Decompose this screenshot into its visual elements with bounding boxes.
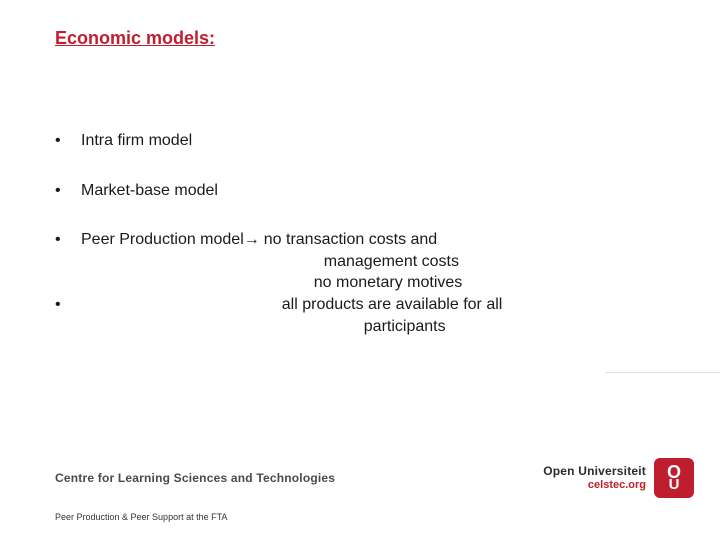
bullet-text: Intra firm model: [81, 130, 660, 152]
slide-title: Economic models:: [55, 28, 215, 49]
bullet-cont-line: participants: [264, 316, 660, 338]
bullet-text: Peer Production model→ all products are …: [81, 294, 660, 337]
bullet-item: • Peer Production model→ all products ar…: [55, 294, 660, 337]
logo-letter-u: U: [669, 478, 680, 492]
footer-subtitle: Peer Production & Peer Support at the FT…: [55, 512, 694, 522]
arrow-icon: →: [244, 231, 260, 248]
bullet-item: • Market-base model: [55, 180, 660, 202]
bullet-cont-line: no monetary motives: [264, 272, 660, 294]
bullet-text: Peer Production model→ no transaction co…: [81, 229, 660, 294]
centre-name-label: Centre for Learning Sciences and Technol…: [55, 471, 335, 485]
org-block: Open Universiteit celstec.org O U: [543, 458, 694, 498]
bullet-text: Market-base model: [81, 180, 660, 202]
org-text: Open Universiteit celstec.org: [543, 465, 646, 490]
slide-footer: Centre for Learning Sciences and Technol…: [55, 458, 694, 510]
slide-body: • Intra firm model • Market-base model •…: [55, 130, 660, 337]
org-url-label: celstec.org: [588, 479, 646, 491]
bullet-mark: •: [55, 130, 81, 152]
bullet-cont-line: no transaction costs and: [264, 229, 660, 251]
footer-top-row: Centre for Learning Sciences and Technol…: [55, 458, 694, 498]
bullet-mark: •: [55, 294, 81, 337]
bullet-mark: •: [55, 229, 81, 294]
bullet-lead: Peer Production model: [81, 231, 244, 248]
org-name-label: Open Universiteit: [543, 465, 646, 478]
bullet-item: • Peer Production model→ no transaction …: [55, 229, 660, 294]
bullet-mark: •: [55, 180, 81, 202]
org-logo-icon: O U: [654, 458, 694, 498]
bullet-item: • Intra firm model: [55, 130, 660, 152]
bullet-cont-line: management costs: [264, 251, 660, 273]
slide: Economic models: • Intra firm model • Ma…: [0, 0, 720, 540]
decorative-line: [605, 372, 720, 373]
bullet-cont-line: all products are available for all: [264, 294, 660, 316]
